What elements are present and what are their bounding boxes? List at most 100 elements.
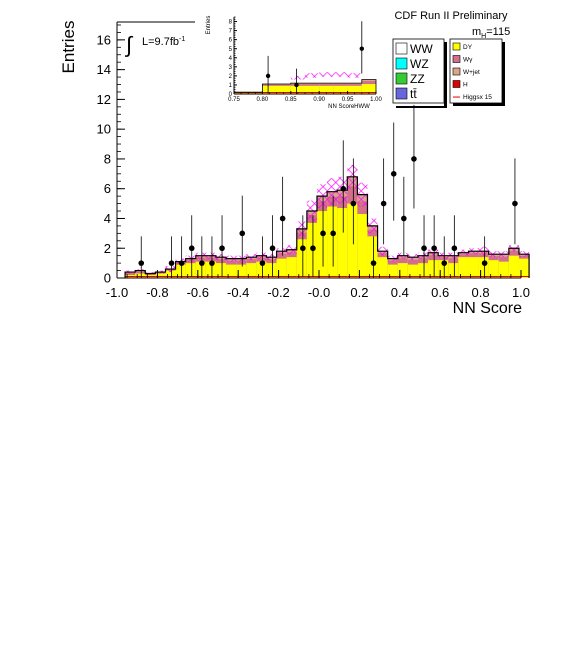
data-point xyxy=(359,46,364,51)
legend-label: H xyxy=(463,82,468,89)
data-point xyxy=(239,230,246,237)
integral-sign: ∫ xyxy=(124,32,134,57)
data-point xyxy=(259,260,266,266)
data-point xyxy=(390,171,397,177)
x-tick-label: 1.00 xyxy=(370,97,382,103)
data-point xyxy=(178,260,185,266)
legend-label: Higgsx 15 xyxy=(463,94,492,101)
bin-band-hatch-cross xyxy=(290,75,305,80)
data-point xyxy=(138,260,145,266)
legend-swatch xyxy=(395,72,408,85)
bin-dy-fill xyxy=(286,257,297,278)
y-tick-label: 2 xyxy=(229,74,233,80)
legend-label: tt̄ xyxy=(410,87,417,101)
y-tick-label: 8 xyxy=(229,20,233,26)
bin-dy-fill xyxy=(165,270,176,278)
bin-dy-fill xyxy=(276,258,287,278)
bin-dy-fill xyxy=(387,264,398,278)
bin-dy-fill xyxy=(333,85,348,94)
bin-dy-fill xyxy=(316,211,328,278)
x-tick-label: 0.4 xyxy=(391,285,409,300)
bin-band-hatch-cross xyxy=(347,73,362,78)
bin-dy-fill xyxy=(361,84,376,94)
y-tick-label: 16 xyxy=(97,32,111,47)
data-point xyxy=(421,245,427,252)
x-tick-label: 0.80 xyxy=(257,97,269,103)
svg-text:L=9.7fb-1: L=9.7fb-1 xyxy=(142,36,185,48)
bin-dy-fill xyxy=(478,257,489,278)
y-tick-label: 4 xyxy=(104,211,111,226)
x-tick-label: -0.4 xyxy=(227,285,249,300)
bin-dy-fill xyxy=(175,264,186,278)
bin-dy-fill xyxy=(296,239,307,278)
main-total-outline xyxy=(124,176,530,278)
bin-dy-fill xyxy=(498,261,509,278)
main-data-points xyxy=(138,104,518,278)
y-tick-label: 12 xyxy=(97,92,111,107)
data-point xyxy=(431,245,437,252)
legend-label: DY xyxy=(463,44,473,51)
x-tick-label: 0.95 xyxy=(342,97,354,103)
main-y-axis-title: Entries xyxy=(59,21,78,74)
data-point xyxy=(168,260,175,266)
y-tick-label: 0 xyxy=(104,271,111,286)
bin-dy-fill xyxy=(185,263,196,278)
total-outline-path xyxy=(233,79,377,94)
data-point xyxy=(320,230,326,237)
data-point xyxy=(512,200,518,207)
bin-dy-fill xyxy=(135,273,146,278)
legend-swatch xyxy=(452,55,461,63)
inset-histogram: 0.75 0.80 0.85 0.90 0.95 1.00 0 1 2 3 4 5 6 7 8 Entrie… xyxy=(206,16,382,110)
x-tick-label: 0.6 xyxy=(431,285,449,300)
bin-dy-fill xyxy=(508,255,519,278)
bin-dy-fill xyxy=(215,263,227,278)
bin-dy-fill xyxy=(488,260,499,278)
bin-dy-fill xyxy=(327,206,338,278)
x-tick-label: 1.0 xyxy=(512,285,530,300)
x-tick-label: 0.2 xyxy=(350,285,368,300)
legend-swatch xyxy=(395,57,408,70)
bin-dy-fill xyxy=(246,263,257,278)
x-tick-label: 0.85 xyxy=(285,97,297,103)
lumi-text: L=9.7fb xyxy=(142,36,179,48)
bin-band-hatch-cross xyxy=(319,72,334,77)
x-tick-label: 0.90 xyxy=(313,97,325,103)
bin-dy-fill xyxy=(448,263,459,278)
legend-label: WZ xyxy=(410,57,429,71)
bin-dy-fill xyxy=(468,257,479,278)
data-point xyxy=(441,260,448,266)
bin-dy-fill xyxy=(262,85,291,94)
inset-y-axis-title: Entries xyxy=(206,16,212,35)
legend-swatch xyxy=(452,80,461,88)
bin-dy-fill xyxy=(458,257,469,278)
legend-swatch xyxy=(452,42,461,51)
bin-dy-fill xyxy=(155,273,166,278)
legend-label: ZZ xyxy=(410,72,425,86)
bin-wjet-fill xyxy=(361,79,376,82)
bin-wjet-fill xyxy=(347,83,362,85)
legend-right: DY Wγ W+jet H Higgsx 15 xyxy=(449,38,505,106)
x-tick-label: -1.0 xyxy=(106,285,128,300)
data-point xyxy=(380,200,387,207)
bin-wjet-fill xyxy=(319,83,334,85)
bin-dy-fill xyxy=(256,261,267,278)
legend-swatch xyxy=(395,42,408,55)
data-point xyxy=(219,245,225,252)
bin-dy-fill xyxy=(205,261,216,278)
y-tick-label: 8 xyxy=(104,151,111,166)
main-axes: -1.0 -0.8 -0.6 -0.4 -0.2 -0.0 0.2 0.4 0.6 0.8 1.00… xyxy=(97,21,530,300)
y-tick-label: 4 xyxy=(229,56,233,62)
data-point xyxy=(411,156,417,162)
data-point xyxy=(269,245,276,252)
inset-uncertainty-band xyxy=(290,72,362,80)
y-tick-label: 10 xyxy=(97,122,111,137)
data-point xyxy=(330,230,336,237)
inset-data-points xyxy=(265,21,364,94)
luminosity-label: ∫ L=9.7fb-1 xyxy=(124,32,185,57)
legend-swatch xyxy=(452,67,461,76)
legend-label: Wγ xyxy=(463,57,473,64)
y-tick-label: 14 xyxy=(97,62,111,77)
bin-dy-fill xyxy=(195,261,206,278)
y-tick-label: 0 xyxy=(229,92,233,98)
y-tick-label: 5 xyxy=(229,47,233,53)
